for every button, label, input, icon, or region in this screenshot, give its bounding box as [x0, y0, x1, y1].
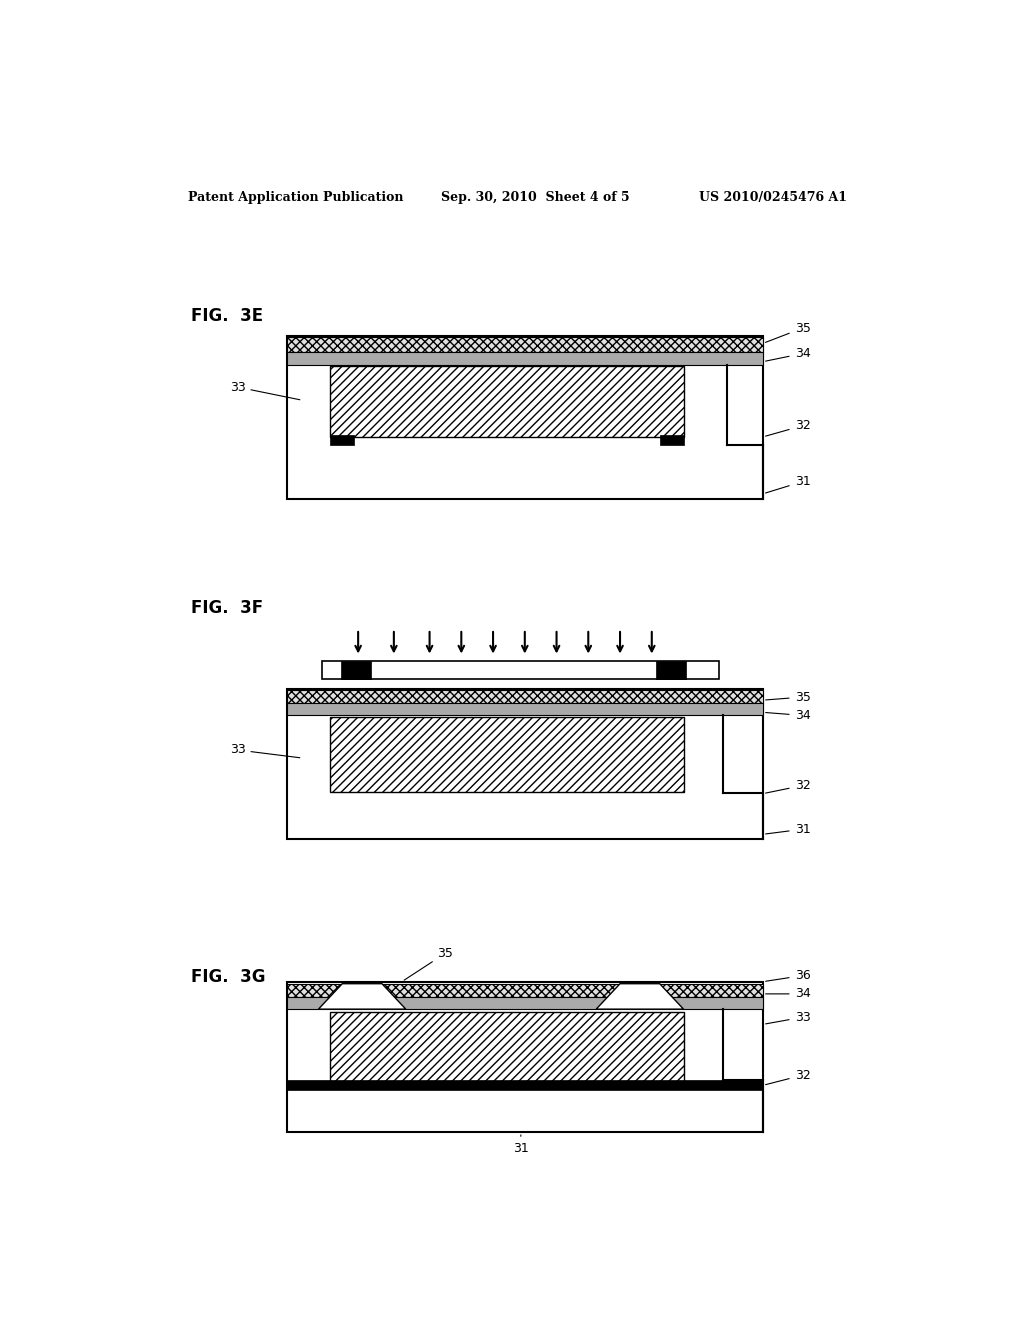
Text: 32: 32 [766, 420, 810, 436]
Bar [287, 351, 763, 364]
Bar [323, 660, 719, 678]
Bar [287, 997, 763, 1008]
Bar [331, 434, 354, 445]
Bar [287, 983, 763, 997]
Bar [659, 434, 684, 445]
Text: 36: 36 [766, 969, 810, 982]
Text: FIG.  3F: FIG. 3F [191, 599, 263, 616]
Text: FIG.  3E: FIG. 3E [191, 308, 263, 325]
Bar [331, 1012, 684, 1084]
Polygon shape [596, 983, 684, 1008]
Bar [287, 337, 763, 499]
Text: 31: 31 [766, 475, 810, 492]
Text: 31: 31 [766, 822, 810, 836]
Text: US 2010/0245476 A1: US 2010/0245476 A1 [699, 190, 848, 203]
Bar [341, 660, 371, 678]
Text: FIG.  3G: FIG. 3G [191, 968, 266, 986]
Bar [287, 690, 763, 704]
Bar [287, 338, 763, 351]
Bar [287, 704, 763, 715]
Text: 33: 33 [766, 1011, 810, 1024]
Text: 35: 35 [766, 322, 811, 342]
Text: 34: 34 [766, 987, 810, 1001]
Bar [655, 660, 686, 678]
Text: 33: 33 [229, 743, 300, 758]
Bar [287, 689, 763, 840]
Text: 32: 32 [766, 1069, 810, 1085]
Bar [287, 982, 763, 1133]
Text: 31: 31 [513, 1135, 528, 1155]
Text: Patent Application Publication: Patent Application Publication [187, 190, 403, 203]
Text: 34: 34 [766, 709, 810, 722]
Bar [655, 660, 686, 678]
Text: 35: 35 [766, 690, 811, 704]
Polygon shape [318, 983, 406, 1008]
Text: 34: 34 [766, 347, 810, 362]
Text: Sep. 30, 2010  Sheet 4 of 5: Sep. 30, 2010 Sheet 4 of 5 [441, 190, 630, 203]
Bar [341, 660, 371, 678]
Text: 35: 35 [404, 946, 454, 981]
Text: 33: 33 [229, 380, 300, 400]
Bar [331, 718, 684, 792]
Bar [331, 366, 684, 437]
Text: 32: 32 [766, 779, 810, 793]
Bar [287, 1080, 763, 1090]
